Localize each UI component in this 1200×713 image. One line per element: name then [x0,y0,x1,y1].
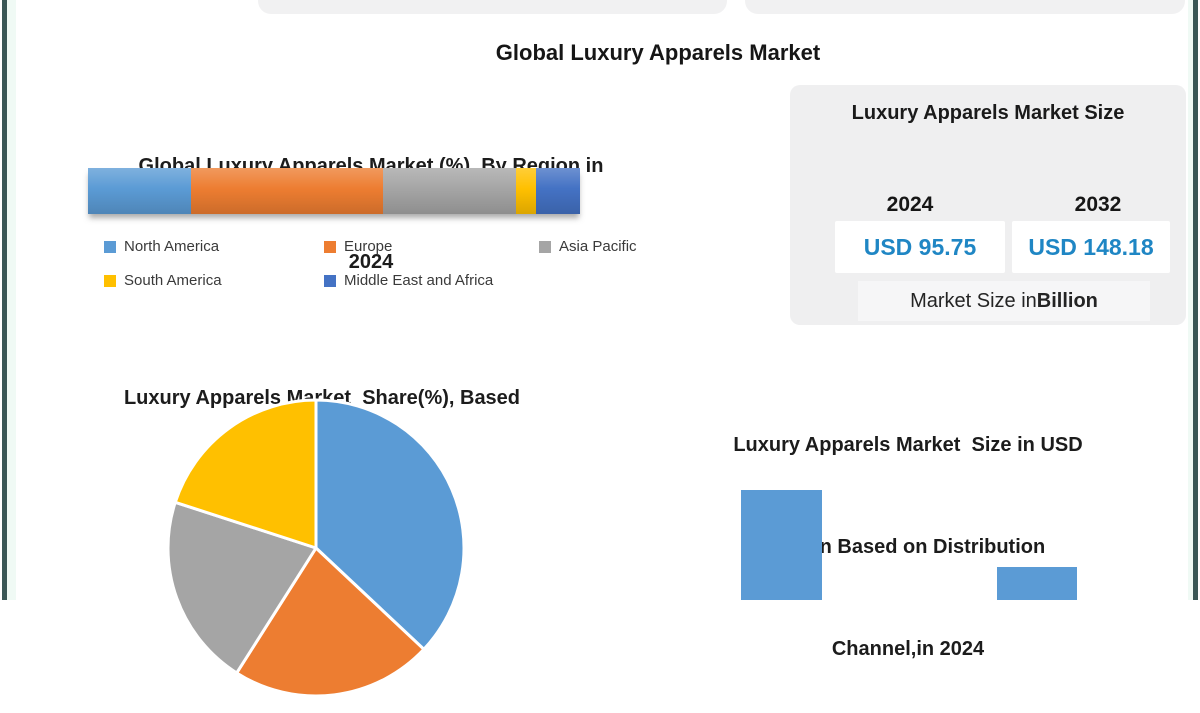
legend-label-europe: Europe [344,238,393,255]
legend-label-middle-east-and-africa: Middle East and Africa [344,272,494,289]
market-size-panel: Luxury Apparels Market Size 2024 2032 US… [790,85,1186,325]
distribution-chart-title-line3: Channel,in 2024 [831,638,985,660]
material-pie-svg [166,398,466,698]
market-size-value-2024: USD 95.75 [835,221,1005,273]
top-right-cropped-card[interactable] [745,0,1185,14]
right-edge-border [1193,0,1198,600]
market-size-footer-unit: Billion [1036,289,1098,312]
right-edge-tint [1188,0,1193,600]
page-title: Global Luxury Apparels Market [495,40,821,65]
region-bar-segment-asia-pacific [383,168,517,214]
material-pie-chart [156,388,476,708]
top-left-cropped-card[interactable] [258,0,727,14]
distribution-chart-title-line2: Billion Based on Distribution [770,536,1046,558]
left-edge-border [2,0,7,600]
left-edge-tint [7,0,16,600]
pie-slice-4 [173,398,318,550]
distribution-chart-title-line1: Luxury Apparels Market Size in USD [733,434,1083,456]
market-size-year-2024: 2024 [886,193,934,216]
legend-swatch-europe [324,241,336,253]
market-size-value-2032: USD 148.18 [1012,221,1170,273]
legend-label-north-america: North America [124,238,220,255]
market-size-title: Luxury Apparels Market Size [851,102,1125,124]
legend-swatch-north-america [104,241,116,253]
legend-item-europe: Europe [324,238,539,256]
market-size-footer-text: Market Size in [910,289,1037,312]
legend-label-asia-pacific: Asia Pacific [559,238,637,255]
distribution-chart-title: Luxury Apparels Market Size in USD Billi… [658,360,1158,700]
market-size-footer: Market Size in Billion [858,281,1150,321]
legend-item-north-america: North America [104,238,324,256]
infographic-canvas: { "colors": { "edge_teal": "#3A5856", "m… [0,0,1200,698]
region-bar-segment-north-america [88,168,192,214]
legend-item-middle-east-and-africa: Middle East and Africa [324,272,539,290]
legend-swatch-middle-east-and-africa [324,275,336,287]
region-chart-title-line2: 2024 [348,251,394,273]
legend-item-asia-pacific: Asia Pacific [539,238,637,256]
distribution-bar-1 [741,490,822,600]
market-size-year-2032: 2032 [1074,193,1122,216]
region-stacked-bar [88,168,581,214]
region-bar-segment-middle-east-and-africa [535,168,581,214]
legend-item-south-america: South America [104,272,324,290]
region-bar-segment-europe [191,168,384,214]
region-legend: North America Europe Asia Pacific South Ame… [104,238,637,290]
legend-label-south-america: South America [124,272,222,289]
distribution-bar-2 [997,567,1077,600]
legend-swatch-asia-pacific [539,241,551,253]
legend-swatch-south-america [104,275,116,287]
region-bar-segment-south-america [516,168,536,214]
